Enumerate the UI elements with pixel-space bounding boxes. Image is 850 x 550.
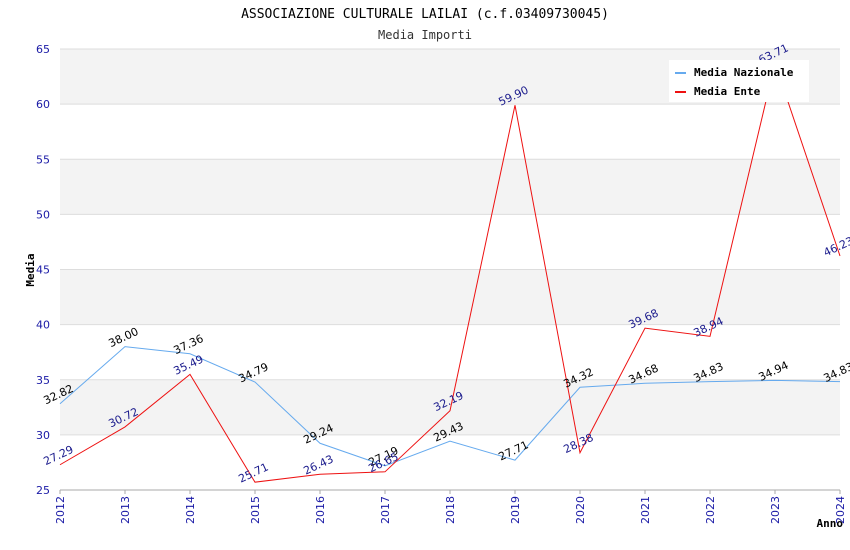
x-tick-label: 2013 (119, 496, 132, 524)
series-lines (59, 61, 841, 483)
y-tick-label: 50 (36, 208, 50, 221)
legend-box (669, 60, 809, 102)
y-tick-label: 35 (36, 374, 50, 387)
grid-band (60, 269, 840, 325)
x-tick-label: 2018 (444, 496, 457, 524)
x-tick-label: 2022 (704, 496, 717, 524)
y-tick-label: 65 (36, 43, 50, 56)
x-tick-label: 2016 (314, 496, 327, 524)
x-tick-label: 2019 (509, 496, 522, 524)
grid-band (60, 434, 840, 490)
x-tick-label: 2021 (639, 496, 652, 524)
chart-title: ASSOCIAZIONE CULTURALE LAILAI (c.f.03409… (241, 7, 609, 22)
y-tick-label: 45 (36, 264, 50, 277)
grid-band (60, 104, 840, 160)
y-tick-label: 55 (36, 153, 50, 166)
x-tick-label: 2020 (574, 496, 587, 524)
x-tick-label: 2017 (379, 496, 392, 524)
grid-band (60, 159, 840, 215)
x-tick-label: 2014 (184, 496, 197, 524)
legend-item-label: Media Ente (694, 85, 761, 98)
x-tick-label: 2012 (54, 496, 67, 524)
grid-band (60, 379, 840, 435)
y-axis-label: Media (24, 253, 37, 286)
y-tick-label: 30 (36, 429, 50, 442)
x-tick-label: 2015 (249, 496, 262, 524)
y-axis-ticks: 25 30 35 40 45 50 55 60 65 (36, 43, 50, 497)
legend: Media Nazionale Media Ente (669, 60, 809, 102)
grid-band (60, 324, 840, 380)
legend-item-label: Media Nazionale (694, 66, 794, 79)
x-tick-label: 2024 (834, 496, 847, 524)
y-tick-label: 60 (36, 98, 50, 111)
x-axis-ticks: 2012 2013 2014 2015 2016 2017 2018 2019 2020 2021… (54, 490, 847, 524)
chart-subtitle: Media Importi (378, 28, 472, 42)
y-tick-label: 25 (36, 484, 50, 497)
grid-band (60, 214, 840, 270)
x-tick-label: 2023 (769, 496, 782, 524)
x-axis-label: Anno (817, 517, 844, 530)
grid-bands (60, 48, 840, 491)
y-tick-label: 40 (36, 319, 50, 332)
